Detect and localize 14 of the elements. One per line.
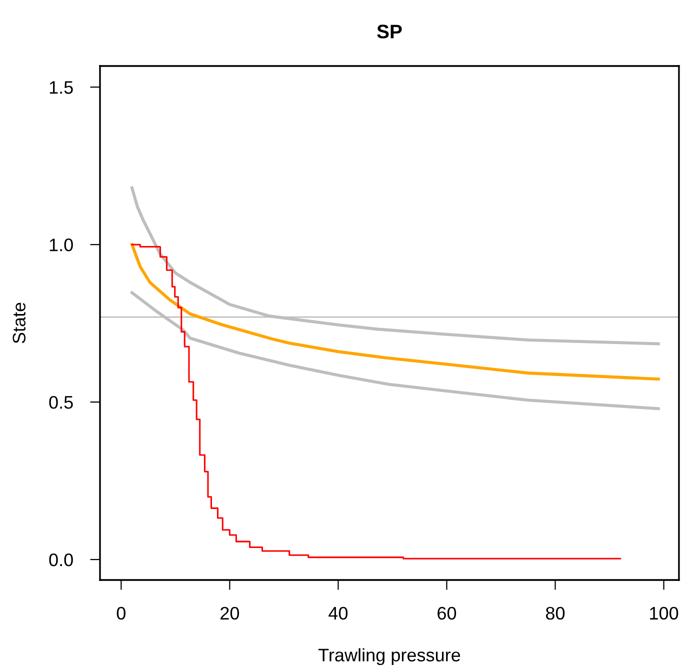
x-axis-title: Trawling pressure [318, 648, 460, 666]
x-tick-label: 100 [650, 606, 678, 620]
y-tick-label: 1.5 [50, 81, 73, 94]
x-tick-label: 20 [220, 606, 240, 620]
y-axis-title: State [12, 302, 26, 344]
line-series [130, 243, 660, 381]
x-tick-label: 80 [546, 606, 565, 620]
x-tick-label: 40 [328, 606, 348, 620]
x-tick-label: 60 [438, 606, 456, 620]
y-tick-label: 0.5 [49, 396, 73, 409]
y-tick-label: 1.0 [50, 238, 73, 252]
chart-title: SP [377, 24, 402, 38]
y-tick-label: 0.0 [49, 553, 73, 566]
x-tick-label: 0 [116, 606, 126, 620]
